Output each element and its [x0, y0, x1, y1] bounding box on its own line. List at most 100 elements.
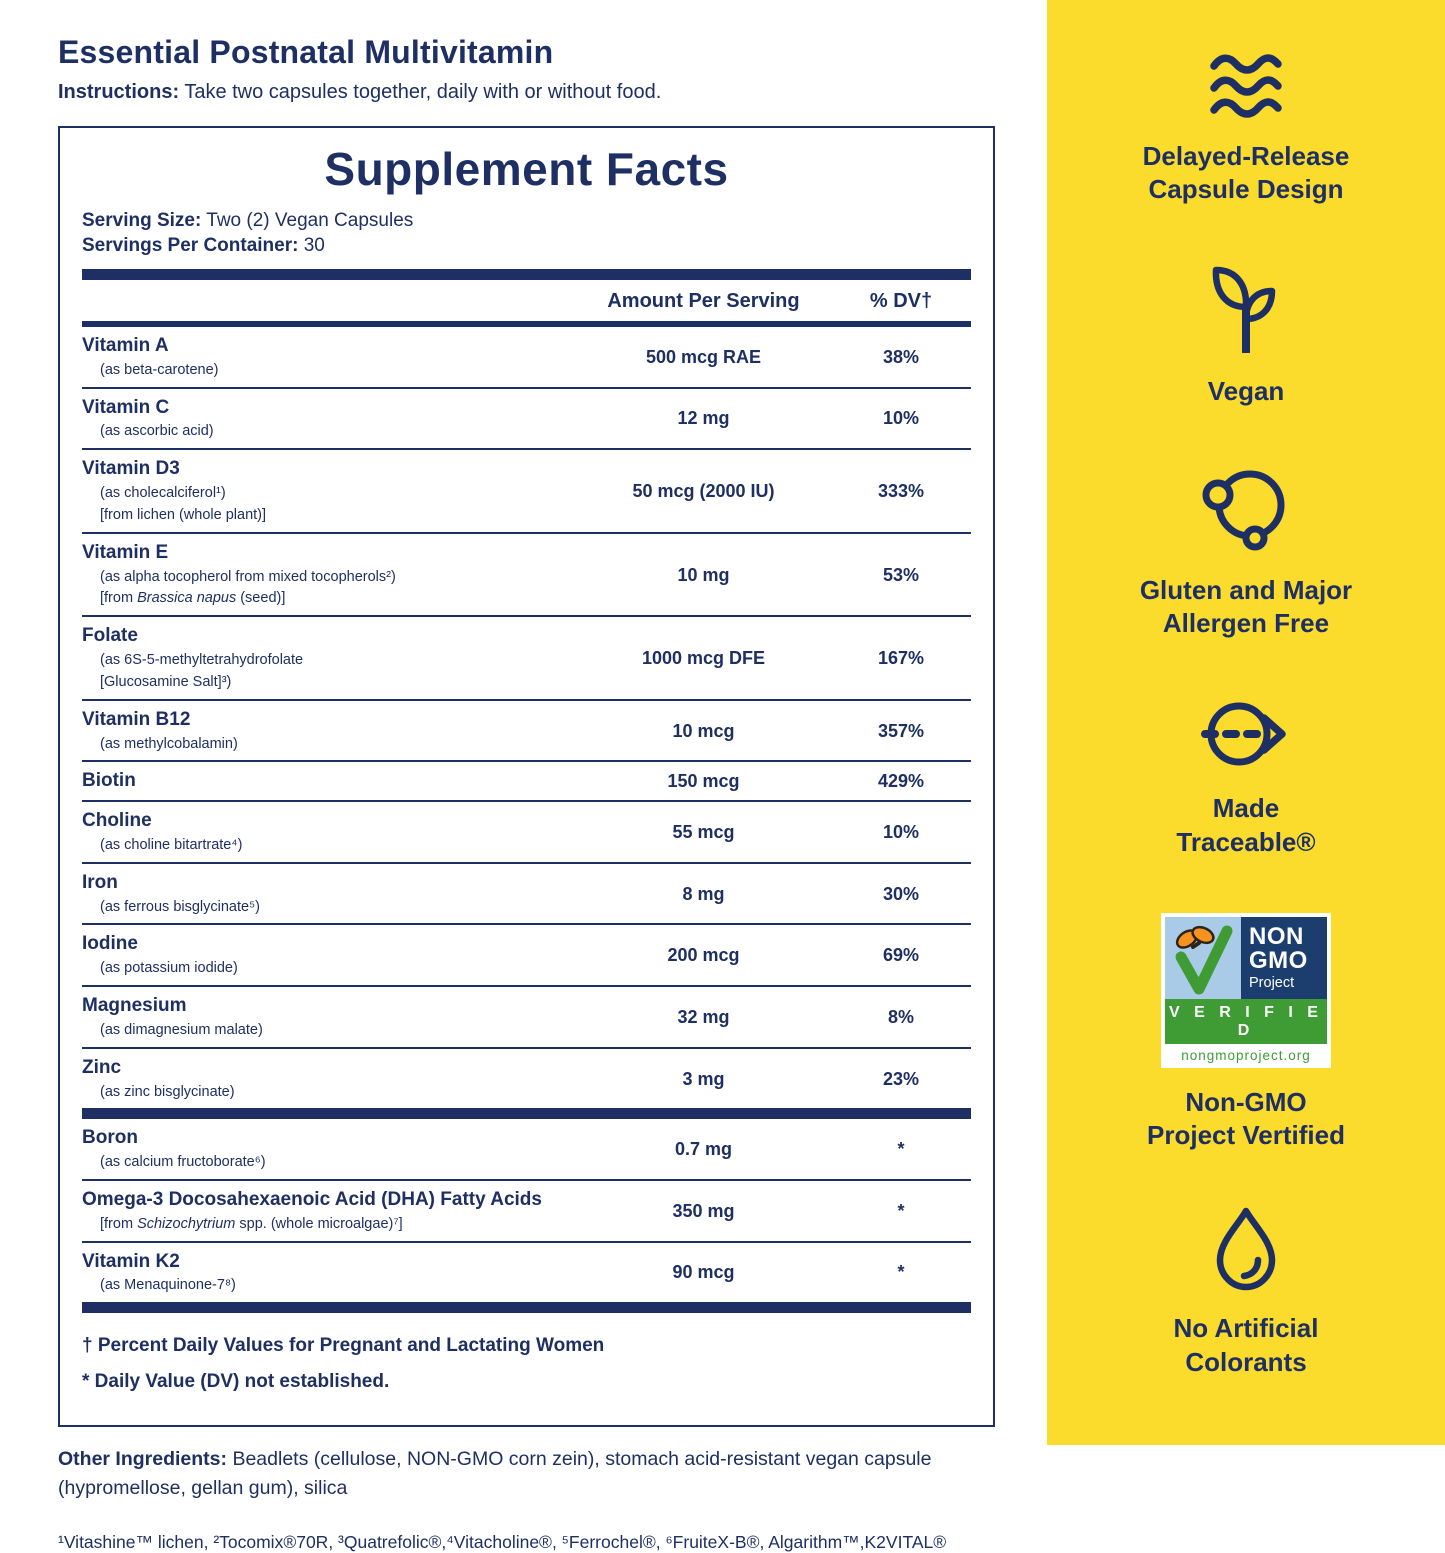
percent-dv: 10% — [882, 408, 920, 429]
table-row: Vitamin A (as beta-carotene) 500 mcg RAE 38… — [82, 327, 971, 389]
footnote-star: * Daily Value (DV) not established. — [82, 1371, 390, 1393]
nutrient-source: (as alpha tocopherol from mixed tocopher… — [100, 568, 396, 585]
sidebar-item-made-traceable: Made Traceable® — [1176, 694, 1316, 859]
amount-per-serving: 8 mg — [682, 883, 725, 904]
row-nutrient: Vitamin A (as beta-carotene) — [82, 335, 576, 380]
nutrient-source: (as ferrous bisglycinate⁵) — [100, 898, 260, 915]
amount-per-serving: 150 mcg — [667, 771, 740, 792]
table-row: Vitamin C (as ascorbic acid) 12 mg 10% — [82, 389, 971, 451]
footnote-dagger: † Percent Daily Values for Pregnant and … — [82, 1335, 605, 1357]
sidebar-item-label: Gluten and Major Allergen Free — [1139, 574, 1353, 639]
divider-thick — [82, 269, 971, 280]
amount-per-serving: 350 mg — [672, 1200, 735, 1221]
instructions: Instructions: Take two capsules together… — [58, 81, 997, 104]
row-nutrient: Iron (as ferrous bisglycinate⁵) — [82, 872, 576, 917]
table-row: Choline (as choline bitartrate⁴) 55 mcg 10% — [82, 802, 971, 864]
label-main-panel: Essential Postnatal Multivitamin Instruc… — [58, 34, 997, 1552]
nutrient-name: Folate — [82, 625, 138, 647]
row-nutrient: Choline (as choline bitartrate⁴) — [82, 810, 576, 855]
row-nutrient: Vitamin C (as ascorbic acid) — [82, 397, 576, 442]
facts-header-row: Amount Per Serving % DV† — [82, 280, 971, 321]
nutrient-source: (as methylcobalamin) — [100, 735, 238, 752]
nutrient-source: [from lichen (whole plant)] — [100, 506, 267, 523]
nutrient-source: (as Menaquinone-7⁸) — [100, 1277, 236, 1294]
percent-dv: 10% — [882, 821, 920, 842]
butterfly-icon — [1175, 925, 1215, 949]
non-gmo-wordmark: NON GMO Project — [1241, 916, 1327, 999]
nutrient-source: (as dimagnesium malate) — [100, 1021, 263, 1038]
traceable-arrow-icon — [1198, 694, 1294, 774]
table-row: Omega-3 Docosahexaenoic Acid (DHA) Fatty… — [82, 1181, 971, 1243]
serving-size-line: Serving Size: Two (2) Vegan Capsules — [82, 210, 971, 232]
divider-mid — [82, 321, 971, 327]
row-nutrient: Vitamin B12 (as methylcobalamin) — [82, 709, 576, 754]
butterfly-check-icon — [1165, 916, 1241, 999]
percent-dv: 23% — [882, 1068, 920, 1089]
nongmo-url: nongmoproject.org — [1165, 1043, 1327, 1064]
percent-dv: 333% — [877, 481, 925, 502]
nutrient-name: Vitamin C — [82, 396, 170, 418]
row-nutrient: Magnesium (as dimagnesium malate) — [82, 995, 576, 1040]
percent-dv: 8% — [887, 1006, 914, 1027]
serving-size-value: Two (2) Vegan Capsules — [201, 210, 414, 231]
row-nutrient: Biotin — [82, 770, 576, 793]
sidebar-item-label: Delayed-Release Capsule Design — [1142, 141, 1350, 205]
amount-per-serving: 200 mcg — [667, 945, 740, 966]
table-row: Vitamin B12 (as methylcobalamin) 10 mcg 357… — [82, 701, 971, 763]
nutrient-name: Biotin — [82, 770, 136, 792]
trademark-footnote: ¹Vitashine™ lichen, ²Tocomix®70R, ³Quatr… — [58, 1531, 947, 1552]
circles-icon — [1199, 462, 1293, 556]
plant-icon — [1208, 261, 1284, 357]
table-row: Iodine (as potassium iodide) 200 mcg 69% — [82, 925, 971, 988]
nutrient-name: Vitamin K2 — [82, 1250, 180, 1272]
row-nutrient: Omega-3 Docosahexaenoic Acid (DHA) Fatty… — [82, 1189, 576, 1234]
divider-thick — [82, 1302, 971, 1314]
row-nutrient: Vitamin E (as alpha tocopherol from mixed… — [82, 542, 576, 608]
nutrient-name: Iron — [82, 871, 118, 893]
table-row: Vitamin E (as alpha tocopherol from mixed… — [82, 534, 971, 618]
row-nutrient: Vitamin D3 (as cholecalciferol¹) [from lic… — [82, 458, 576, 524]
nutrient-source: [from Brassica napus (seed)] — [100, 590, 286, 607]
nutrient-name: Vitamin A — [82, 335, 169, 356]
nutrient-source: (as 6S-5-methyltetrahydrofolate — [100, 652, 304, 669]
nutrient-source: (as zinc bisglycinate) — [100, 1083, 235, 1100]
percent-dv: 30% — [882, 883, 920, 904]
row-nutrient: Folate (as 6S-5-methyltetrahydrofolate [Gl… — [82, 625, 576, 691]
nutrient-name: Zinc — [82, 1056, 122, 1078]
instructions-text: Take two capsules together, daily with o… — [179, 81, 662, 103]
supplement-facts-box: Supplement Facts Serving Size: Two (2) V… — [58, 126, 995, 1428]
amount-per-serving: 10 mg — [677, 564, 730, 585]
other-ingredients: Other Ingredients: Beadlets (cellulose, … — [58, 1445, 958, 1502]
amount-per-serving: 10 mcg — [672, 720, 735, 741]
servings-value: 30 — [298, 235, 325, 256]
servings-per-container-line: Servings Per Container: 30 — [82, 235, 971, 257]
nutrient-name: Vitamin B12 — [82, 708, 191, 730]
supplement-facts-title: Supplement Facts — [324, 143, 729, 195]
other-ingredients-label: Other Ingredients: — [58, 1448, 228, 1471]
amount-per-serving: 90 mcg — [672, 1262, 735, 1283]
percent-dv: 357% — [877, 720, 925, 741]
sidebar-item-vegan: Vegan — [1208, 261, 1284, 408]
nutrient-source: [from Schizochytrium spp. (whole microal… — [100, 1215, 403, 1232]
percent-dv: 429% — [877, 771, 925, 792]
row-nutrient: Zinc (as zinc bisglycinate) — [82, 1057, 576, 1102]
instructions-label: Instructions: — [58, 81, 180, 103]
amount-per-serving: 500 mcg RAE — [645, 346, 762, 367]
nutrient-source: (as ascorbic acid) — [100, 423, 214, 440]
sidebar-item-label: Made Traceable® — [1176, 793, 1316, 857]
serving-size-label: Serving Size: — [82, 210, 202, 231]
facts-rows-main: Vitamin A (as beta-carotene) 500 mcg RAE 38… — [82, 327, 971, 1108]
percent-dv: 38% — [882, 346, 920, 367]
sidebar-item-allergen-free: Gluten and Major Allergen Free — [1140, 462, 1352, 641]
non-gmo-badge: NON GMO Project V E R I F I E D nongmoproj… — [1161, 912, 1331, 1068]
table-row: Biotin 150 mcg 429% — [82, 762, 971, 803]
table-row: Vitamin K2 (as Menaquinone-7⁸) 90 mcg * — [82, 1243, 971, 1303]
servings-label: Servings Per Container: — [82, 235, 299, 256]
nutrient-name: Vitamin E — [82, 541, 169, 563]
nutrient-name: Vitamin D3 — [82, 458, 180, 480]
page-title: Essential Postnatal Multivitamin — [58, 34, 554, 70]
table-row: Boron (as calcium fructoborate⁶) 0.7 mg * — [82, 1119, 971, 1182]
row-nutrient: Boron (as calcium fructoborate⁶) — [82, 1127, 576, 1172]
table-row: Vitamin D3 (as cholecalciferol¹) [from lic… — [82, 450, 971, 534]
nutrient-name: Omega-3 Docosahexaenoic Acid (DHA) Fatty… — [82, 1189, 542, 1211]
